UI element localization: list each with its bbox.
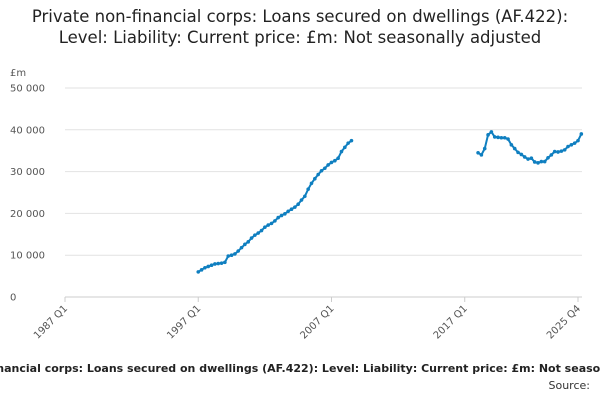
point: [219, 261, 224, 265]
point: [313, 176, 317, 181]
y-tick-label: 50 000: [10, 84, 45, 95]
point: [492, 135, 497, 139]
point: [512, 146, 517, 151]
point: [299, 198, 304, 202]
point: [476, 150, 480, 155]
point: [269, 221, 274, 226]
point: [289, 207, 294, 212]
y-tick-label: 40 000: [10, 125, 45, 136]
point: [279, 213, 284, 218]
series-line: [197, 139, 353, 273]
point: [539, 159, 544, 164]
point: [546, 156, 550, 160]
point: [552, 149, 557, 154]
point: [516, 150, 520, 155]
y-unit: £m: [10, 68, 26, 79]
point: [236, 249, 241, 253]
point: [509, 143, 514, 147]
point: [542, 159, 547, 164]
x-tick-label: 2007 Q1: [299, 303, 337, 341]
point: [502, 135, 507, 140]
source: Source:: [549, 379, 591, 392]
point: [206, 264, 211, 269]
point: [276, 215, 280, 220]
point: [216, 261, 221, 266]
point: [569, 143, 574, 147]
point: [556, 150, 560, 154]
point: [303, 194, 307, 199]
point: [329, 160, 334, 165]
y-tick-label: 20 000: [10, 209, 45, 220]
point: [196, 270, 201, 274]
point: [333, 158, 337, 163]
point: [522, 155, 527, 159]
point: [343, 145, 347, 150]
point: [263, 225, 267, 229]
point: [296, 202, 300, 207]
point: [519, 152, 524, 157]
point: [239, 245, 244, 250]
x-tick-label: 1987 Q1: [32, 303, 70, 341]
point: [266, 223, 271, 227]
point: [209, 263, 214, 268]
point: [346, 141, 350, 145]
point: [496, 135, 500, 140]
x-tick-label: 1997 Q1: [165, 303, 203, 341]
point: [259, 228, 264, 233]
y-tick-label: 0: [10, 293, 16, 304]
point: [253, 233, 257, 237]
point: [529, 156, 534, 161]
chart-title: Private non-financial corps: Loans secur…: [31, 7, 569, 47]
point: [283, 212, 287, 216]
point: [326, 163, 330, 167]
point: [323, 166, 327, 171]
point: [286, 209, 290, 214]
point: [243, 242, 247, 247]
point: [223, 260, 227, 265]
point: [499, 135, 504, 140]
point: [199, 268, 204, 272]
point: [536, 161, 540, 165]
point: [526, 157, 530, 161]
point: [506, 137, 510, 141]
point: [482, 146, 487, 151]
point: [576, 138, 580, 143]
point: [256, 231, 261, 235]
y-tick-label: 10 000: [10, 251, 45, 262]
point: [489, 130, 494, 134]
point: [349, 138, 354, 143]
point: [203, 265, 207, 270]
point: [249, 236, 254, 240]
point: [566, 144, 570, 149]
point: [226, 254, 231, 258]
point: [562, 148, 567, 152]
point: [579, 132, 584, 136]
x-tick-label: 2025 Q4: [545, 303, 583, 341]
point: [309, 181, 314, 186]
point: [316, 172, 320, 177]
point: [246, 240, 251, 244]
point: [559, 149, 564, 153]
point: [273, 219, 277, 223]
point: [479, 153, 484, 157]
point: [336, 156, 340, 161]
point: [319, 168, 324, 173]
point: [293, 205, 297, 209]
point: [306, 187, 310, 191]
point: [229, 253, 234, 257]
point: [486, 133, 490, 137]
x-tick-label: 2017 Q1: [432, 303, 470, 341]
caption: Private non-financial corps: Loans secur…: [0, 362, 600, 375]
point: [213, 262, 217, 266]
point: [339, 149, 344, 154]
point: [532, 160, 537, 164]
point: [549, 153, 554, 157]
y-tick-label: 30 000: [10, 167, 45, 178]
point: [233, 252, 237, 256]
point: [572, 141, 577, 145]
